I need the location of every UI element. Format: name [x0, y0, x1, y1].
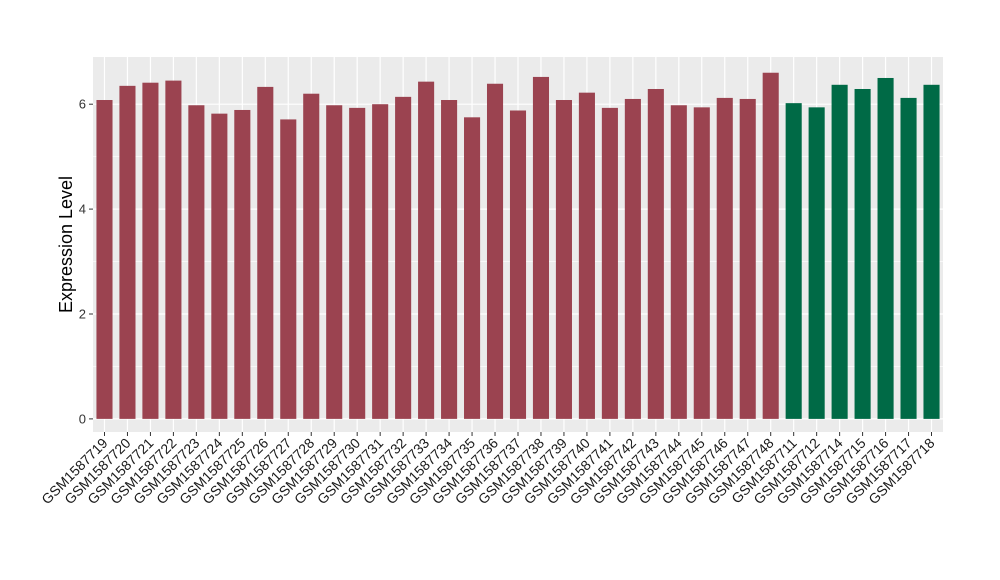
bar-GSM1587745 — [693, 107, 710, 419]
bar-GSM1587720 — [119, 85, 136, 419]
y-tick-label: 2 — [79, 306, 86, 321]
bar-GSM1587738 — [532, 76, 550, 419]
bar-GSM1587729 — [326, 105, 343, 419]
bar-GSM1587719 — [96, 100, 113, 419]
bar-GSM1587725 — [234, 109, 251, 419]
bar-GSM1587736 — [486, 83, 504, 419]
x-axis: GSM1587719GSM1587720GSM1587721GSM1587722… — [38, 432, 938, 507]
bar-GSM1587746 — [716, 97, 733, 419]
bar-GSM1587727 — [280, 119, 297, 419]
bar-GSM1587733 — [418, 81, 435, 419]
bar-GSM1587721 — [142, 82, 159, 419]
bar-GSM1587732 — [395, 96, 412, 419]
y-tick-label: 6 — [79, 97, 86, 112]
bar-GSM1587743 — [647, 88, 664, 419]
y-tick-label: 4 — [79, 202, 86, 217]
bar-GSM1587723 — [188, 105, 205, 419]
bar-GSM1587724 — [211, 113, 228, 419]
bar-GSM1587726 — [257, 86, 274, 419]
bars — [96, 72, 940, 419]
bar-GSM1587714 — [831, 84, 848, 419]
bar-GSM1587717 — [900, 97, 917, 419]
bar-GSM1587744 — [670, 105, 687, 419]
y-tick-label: 0 — [79, 411, 86, 426]
bar-GSM1587711 — [785, 103, 802, 419]
bar-GSM1587730 — [349, 107, 366, 419]
bar-GSM1587747 — [739, 98, 756, 419]
bar-GSM1587739 — [555, 100, 572, 419]
bar-GSM1587740 — [578, 92, 595, 419]
bar-GSM1587715 — [854, 88, 871, 419]
bar-GSM1587737 — [509, 110, 527, 419]
bar-GSM1587728 — [303, 93, 320, 419]
y-axis: 0 2 4 6 — [79, 97, 93, 426]
bar-GSM1587735 — [464, 117, 481, 419]
bar-GSM1587722 — [165, 80, 182, 419]
bar-GSM1587718 — [923, 84, 940, 419]
bar-GSM1587712 — [808, 107, 825, 419]
bar-GSM1587748 — [762, 72, 779, 419]
bar-GSM1587716 — [877, 77, 894, 419]
y-axis-title: Expression Level — [56, 176, 76, 313]
bar-GSM1587734 — [441, 100, 458, 419]
bar-GSM1587741 — [601, 107, 618, 419]
bar-GSM1587742 — [624, 98, 641, 419]
bar-GSM1587731 — [372, 104, 389, 419]
